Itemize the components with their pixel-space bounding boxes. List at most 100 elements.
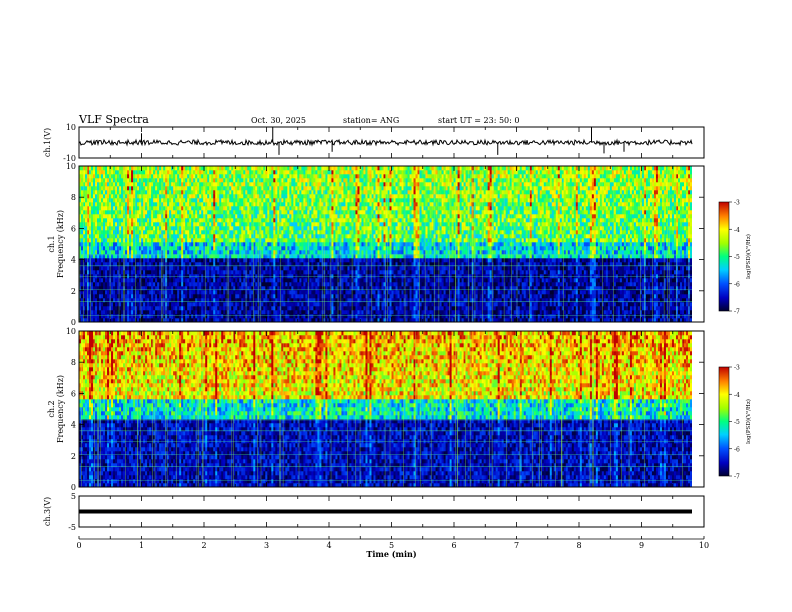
psd-cell <box>151 202 154 207</box>
psd-cell <box>187 202 190 207</box>
figure-title: VLF Spectra <box>79 113 149 126</box>
psd-cell <box>251 290 254 295</box>
psd-cell <box>247 262 250 267</box>
psd-cell <box>165 278 168 283</box>
psd-cell <box>139 210 142 215</box>
psd-cell <box>153 214 156 219</box>
psd-cell <box>149 310 152 315</box>
psd-cell <box>171 274 174 279</box>
psd-cell <box>245 318 248 323</box>
psd-cell <box>299 318 302 323</box>
psd-cell <box>199 178 202 183</box>
psd-cell <box>171 238 174 243</box>
psd-cell <box>333 290 336 295</box>
psd-cell <box>327 294 330 299</box>
psd-cell <box>233 222 236 227</box>
psd-cell <box>299 174 302 179</box>
psd-cell <box>273 238 276 243</box>
psd-cell <box>221 186 224 191</box>
psd-cell <box>247 314 250 319</box>
psd-cell <box>173 250 176 255</box>
psd-cell <box>99 198 102 203</box>
psd-cell <box>297 290 300 295</box>
psd-cell <box>239 194 242 199</box>
psd-cell <box>207 178 210 183</box>
psd-cell <box>87 282 90 287</box>
psd-cell <box>187 286 190 291</box>
psd-cell <box>327 170 330 175</box>
psd-cell <box>165 254 168 259</box>
psd-cell <box>149 290 152 295</box>
psd-cell <box>249 274 252 279</box>
psd-cell <box>195 166 198 171</box>
psd-cell <box>167 266 170 271</box>
psd-cell <box>311 246 314 251</box>
psd-cell <box>213 298 216 303</box>
psd-cell <box>219 226 222 231</box>
psd-cell <box>241 210 244 215</box>
psd-cell <box>327 206 330 211</box>
psd-cell <box>265 178 268 183</box>
psd-cell <box>213 234 216 239</box>
psd-cell <box>91 170 94 175</box>
psd-cell <box>315 262 318 267</box>
psd-cell <box>189 222 192 227</box>
psd-cell <box>139 194 142 199</box>
psd-cell <box>269 222 272 227</box>
psd-cell <box>211 306 214 311</box>
psd-cell <box>247 210 250 215</box>
psd-cell <box>193 230 196 235</box>
psd-cell <box>271 306 274 311</box>
psd-cell <box>237 214 240 219</box>
psd-cell <box>219 242 222 247</box>
psd-cell <box>129 282 132 287</box>
psd-cell <box>145 314 148 319</box>
psd-cell <box>249 318 252 323</box>
psd-cell <box>117 306 120 311</box>
psd-cell <box>161 190 164 195</box>
psd-cell <box>193 250 196 255</box>
psd-cell <box>161 282 164 287</box>
psd-cell <box>179 290 182 295</box>
psd-cell <box>157 226 160 231</box>
psd-cell <box>201 270 204 275</box>
psd-cell <box>229 230 232 235</box>
psd-cell <box>131 254 134 259</box>
psd-cell <box>309 266 312 271</box>
psd-cell <box>333 254 336 259</box>
psd-cell <box>167 246 170 251</box>
psd-cell <box>189 302 192 307</box>
psd-cell <box>319 198 322 203</box>
psd-cell <box>179 310 182 315</box>
psd-cell <box>99 310 102 315</box>
psd-cell <box>291 286 294 291</box>
psd-cell <box>121 194 124 199</box>
psd-cell <box>221 210 224 215</box>
psd-cell <box>225 282 228 287</box>
psd-cell <box>305 262 308 267</box>
psd-cell <box>189 310 192 315</box>
psd-cell <box>105 314 108 319</box>
psd-cell <box>181 314 184 319</box>
psd-cell <box>91 310 94 315</box>
psd-cell <box>95 270 98 275</box>
psd-cell <box>181 266 184 271</box>
psd-cell <box>297 238 300 243</box>
psd-cell <box>151 246 154 251</box>
psd-cell <box>241 230 244 235</box>
psd-cell <box>295 198 298 203</box>
psd-cell <box>237 318 240 323</box>
psd-cell <box>221 206 224 211</box>
psd-cell <box>155 246 158 251</box>
psd-cell <box>327 290 330 295</box>
psd-cell <box>221 178 224 183</box>
psd-cell <box>203 218 206 223</box>
psd-cell <box>135 282 138 287</box>
psd-cell <box>187 210 190 215</box>
psd-cell <box>179 178 182 183</box>
psd-cell <box>153 306 156 311</box>
psd-cell <box>215 226 218 231</box>
psd-cell <box>119 174 122 179</box>
psd-cell <box>131 318 134 323</box>
psd-cell <box>207 314 210 319</box>
